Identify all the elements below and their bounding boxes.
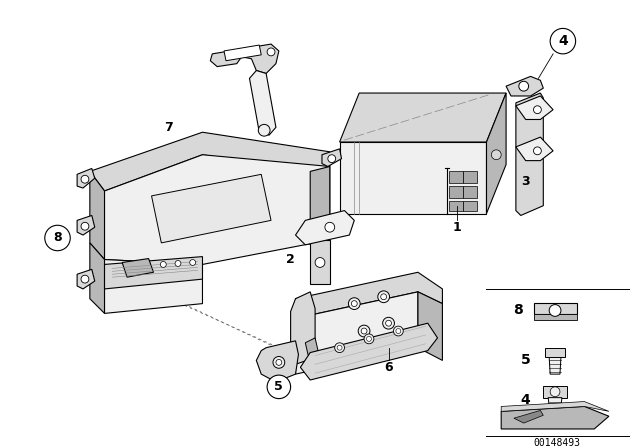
Circle shape bbox=[81, 222, 89, 230]
Polygon shape bbox=[77, 215, 95, 235]
Circle shape bbox=[534, 106, 541, 114]
Polygon shape bbox=[340, 93, 506, 142]
Polygon shape bbox=[486, 93, 506, 214]
Polygon shape bbox=[501, 401, 609, 411]
Polygon shape bbox=[296, 211, 355, 245]
Circle shape bbox=[45, 225, 70, 251]
Circle shape bbox=[276, 359, 282, 365]
Text: 2: 2 bbox=[286, 253, 295, 266]
Circle shape bbox=[161, 262, 166, 267]
Polygon shape bbox=[224, 45, 261, 61]
Text: 8: 8 bbox=[513, 303, 523, 318]
Circle shape bbox=[351, 301, 357, 306]
Polygon shape bbox=[506, 77, 543, 96]
Text: 8: 8 bbox=[53, 232, 62, 245]
Text: 3: 3 bbox=[522, 175, 530, 188]
Circle shape bbox=[273, 357, 285, 368]
Polygon shape bbox=[516, 137, 553, 161]
Polygon shape bbox=[305, 338, 318, 356]
Polygon shape bbox=[90, 172, 104, 259]
Polygon shape bbox=[449, 186, 463, 198]
Circle shape bbox=[267, 48, 275, 56]
Polygon shape bbox=[211, 44, 279, 73]
Circle shape bbox=[189, 259, 196, 265]
Circle shape bbox=[383, 317, 394, 329]
Polygon shape bbox=[310, 240, 330, 284]
Circle shape bbox=[315, 258, 325, 267]
Polygon shape bbox=[340, 142, 486, 214]
Polygon shape bbox=[250, 70, 276, 135]
Polygon shape bbox=[104, 259, 202, 314]
Polygon shape bbox=[291, 292, 315, 364]
Circle shape bbox=[394, 326, 403, 336]
Polygon shape bbox=[463, 172, 477, 183]
Circle shape bbox=[386, 320, 392, 326]
Circle shape bbox=[364, 334, 374, 344]
Circle shape bbox=[81, 275, 89, 283]
Polygon shape bbox=[104, 257, 202, 289]
Polygon shape bbox=[418, 292, 442, 361]
Circle shape bbox=[492, 150, 501, 159]
Polygon shape bbox=[543, 386, 567, 398]
Polygon shape bbox=[104, 155, 330, 264]
Circle shape bbox=[367, 336, 371, 341]
Circle shape bbox=[550, 387, 560, 396]
Polygon shape bbox=[534, 303, 577, 314]
Polygon shape bbox=[152, 174, 271, 243]
Polygon shape bbox=[449, 201, 463, 211]
Text: 6: 6 bbox=[384, 361, 393, 374]
Circle shape bbox=[550, 28, 575, 54]
Circle shape bbox=[381, 294, 387, 300]
Circle shape bbox=[358, 325, 370, 337]
Circle shape bbox=[361, 328, 367, 334]
Polygon shape bbox=[257, 341, 298, 382]
Circle shape bbox=[259, 125, 270, 136]
Polygon shape bbox=[516, 93, 543, 215]
Polygon shape bbox=[296, 272, 442, 319]
Polygon shape bbox=[463, 186, 477, 198]
Circle shape bbox=[328, 155, 335, 163]
Text: 4: 4 bbox=[558, 34, 568, 48]
Polygon shape bbox=[77, 168, 95, 188]
Circle shape bbox=[396, 328, 401, 333]
Polygon shape bbox=[514, 410, 543, 423]
Circle shape bbox=[549, 305, 561, 316]
Polygon shape bbox=[296, 292, 418, 374]
Circle shape bbox=[267, 375, 291, 399]
Text: 4: 4 bbox=[521, 392, 531, 407]
Polygon shape bbox=[322, 149, 342, 167]
Polygon shape bbox=[449, 172, 463, 183]
Polygon shape bbox=[90, 243, 104, 314]
Polygon shape bbox=[77, 269, 95, 289]
Polygon shape bbox=[548, 398, 562, 415]
Text: 00148493: 00148493 bbox=[534, 438, 580, 448]
Polygon shape bbox=[463, 201, 477, 211]
Polygon shape bbox=[549, 358, 561, 374]
Circle shape bbox=[175, 261, 181, 267]
Text: 5: 5 bbox=[275, 380, 284, 393]
Polygon shape bbox=[122, 258, 154, 277]
Polygon shape bbox=[516, 96, 553, 120]
Circle shape bbox=[335, 343, 344, 353]
Circle shape bbox=[348, 298, 360, 310]
Circle shape bbox=[337, 345, 342, 350]
Circle shape bbox=[519, 81, 529, 91]
Polygon shape bbox=[501, 406, 609, 429]
Polygon shape bbox=[310, 167, 330, 245]
Polygon shape bbox=[545, 348, 565, 358]
Polygon shape bbox=[300, 323, 438, 380]
Circle shape bbox=[378, 291, 390, 303]
Text: 1: 1 bbox=[452, 221, 461, 234]
Text: 7: 7 bbox=[164, 121, 173, 134]
Text: 5: 5 bbox=[521, 353, 531, 367]
Circle shape bbox=[534, 147, 541, 155]
Circle shape bbox=[325, 222, 335, 232]
Circle shape bbox=[81, 175, 89, 183]
Polygon shape bbox=[90, 132, 330, 191]
Polygon shape bbox=[534, 314, 577, 320]
